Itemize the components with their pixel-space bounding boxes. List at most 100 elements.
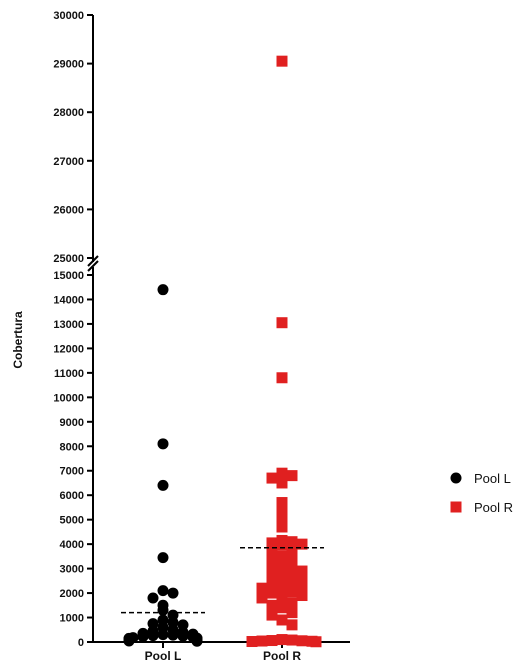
data-point-pool-r: [276, 514, 288, 526]
data-point-pool-r: [276, 55, 288, 67]
y-tick-label: 26000: [53, 204, 84, 216]
data-point-pool-l: [137, 631, 149, 643]
data-point-pool-l: [157, 479, 169, 491]
data-point-pool-l: [167, 587, 179, 599]
y-tick-label: 13000: [53, 319, 84, 331]
data-point-pool-r: [276, 567, 288, 579]
x-category-label: Pool L: [145, 649, 182, 663]
data-points: [123, 55, 322, 648]
y-tick-label: 11000: [54, 368, 84, 380]
data-point-pool-r: [246, 636, 258, 648]
data-point-pool-r: [266, 537, 278, 549]
data-point-pool-r: [296, 572, 308, 584]
data-point-pool-r: [276, 558, 288, 570]
y-tick-label: 14000: [53, 294, 84, 306]
data-point-pool-l: [123, 635, 135, 647]
data-point-pool-r: [276, 550, 288, 562]
data-point-pool-r: [276, 372, 288, 384]
y-tick-label: 25000: [53, 253, 84, 265]
data-point-pool-l: [157, 585, 169, 597]
mean-lines: [121, 547, 324, 614]
y-tick-label: 27000: [53, 156, 84, 168]
y-tick-label: 1000: [60, 613, 84, 625]
data-point-pool-r: [286, 634, 298, 646]
y-tick-label: 7000: [60, 466, 84, 478]
data-point-pool-l: [157, 604, 169, 616]
y-tick-label: 15000: [53, 270, 84, 282]
data-point-pool-r: [276, 575, 288, 587]
y-tick-label: 28000: [53, 107, 84, 119]
data-point-pool-r: [296, 565, 308, 577]
data-point-pool-l: [157, 284, 169, 296]
data-point-pool-r: [276, 594, 288, 606]
data-point-pool-l: [191, 635, 203, 647]
data-point-pool-r: [286, 586, 298, 598]
data-point-pool-r: [256, 582, 268, 594]
data-point-pool-r: [286, 597, 298, 609]
data-point-pool-r: [286, 560, 298, 572]
y-tick-label: 29000: [53, 59, 84, 71]
data-point-pool-r: [286, 553, 298, 565]
data-point-pool-r: [296, 580, 308, 592]
y-tick-label: 3000: [60, 564, 84, 576]
y-tick-label: 6000: [60, 490, 84, 502]
data-point-pool-r: [286, 470, 298, 482]
data-point-pool-r: [266, 555, 278, 567]
data-point-pool-r: [286, 543, 298, 555]
data-point-pool-r: [276, 602, 288, 614]
data-point-pool-r: [266, 472, 278, 484]
data-point-pool-r: [276, 497, 288, 509]
legend: Pool L Pool R: [450, 471, 513, 515]
x-category-label: Pool R: [263, 649, 301, 663]
data-point-pool-l: [157, 629, 169, 641]
legend-marker-pool-l: [450, 472, 462, 484]
data-point-pool-r: [276, 477, 288, 489]
data-point-pool-l: [157, 552, 169, 564]
y-tick-labels: 0 1000 2000 3000 4000 5000 6000 7000 8000 9000 100…: [53, 10, 84, 649]
axis-break-mark: [87, 260, 99, 272]
data-point-pool-l: [167, 629, 179, 641]
data-point-pool-r: [266, 577, 278, 589]
y-tick-label: 5000: [60, 515, 84, 527]
data-point-pool-r: [266, 545, 278, 557]
data-point-pool-r: [310, 636, 322, 648]
data-point-pool-r: [296, 635, 308, 647]
data-point-pool-r: [286, 570, 298, 582]
y-tick-label: 9000: [60, 417, 84, 429]
legend-marker-pool-r: [450, 501, 462, 513]
x-category-labels: Pool L Pool R: [145, 649, 302, 663]
legend-label: Pool R: [474, 500, 513, 515]
data-point-pool-r: [266, 563, 278, 575]
data-point-pool-r: [276, 634, 288, 646]
data-point-pool-r: [276, 467, 288, 479]
data-point-pool-r: [286, 536, 298, 548]
data-point-pool-r: [296, 590, 308, 602]
data-point-pool-r: [266, 635, 278, 647]
y-tick-label: 2000: [60, 588, 84, 600]
data-point-pool-r: [256, 592, 268, 604]
legend-label: Pool L: [474, 471, 511, 486]
data-point-pool-r: [256, 635, 268, 647]
data-point-pool-r: [266, 599, 278, 611]
y-tick-label: 0: [78, 637, 84, 649]
data-point-pool-l: [177, 630, 189, 642]
data-point-pool-r: [276, 585, 288, 597]
data-point-pool-l: [147, 592, 159, 604]
y-tick-label: 12000: [53, 343, 84, 355]
data-point-pool-r: [276, 614, 288, 626]
data-point-pool-r: [276, 504, 288, 516]
y-tick-label: 4000: [60, 539, 84, 551]
y-tick-label: 8000: [60, 441, 84, 453]
axis-break-mark: [87, 255, 99, 267]
data-point-pool-r: [296, 538, 308, 550]
data-point-pool-r: [286, 607, 298, 619]
data-point-pool-r: [286, 576, 298, 588]
data-point-pool-r: [266, 609, 278, 621]
data-point-pool-r: [276, 521, 288, 533]
data-point-pool-r: [276, 539, 288, 551]
data-point-pool-r: [286, 619, 298, 631]
data-point-pool-l: [157, 438, 169, 450]
y-axis-title: Cobertura: [11, 311, 25, 369]
y-axis: [87, 14, 350, 648]
